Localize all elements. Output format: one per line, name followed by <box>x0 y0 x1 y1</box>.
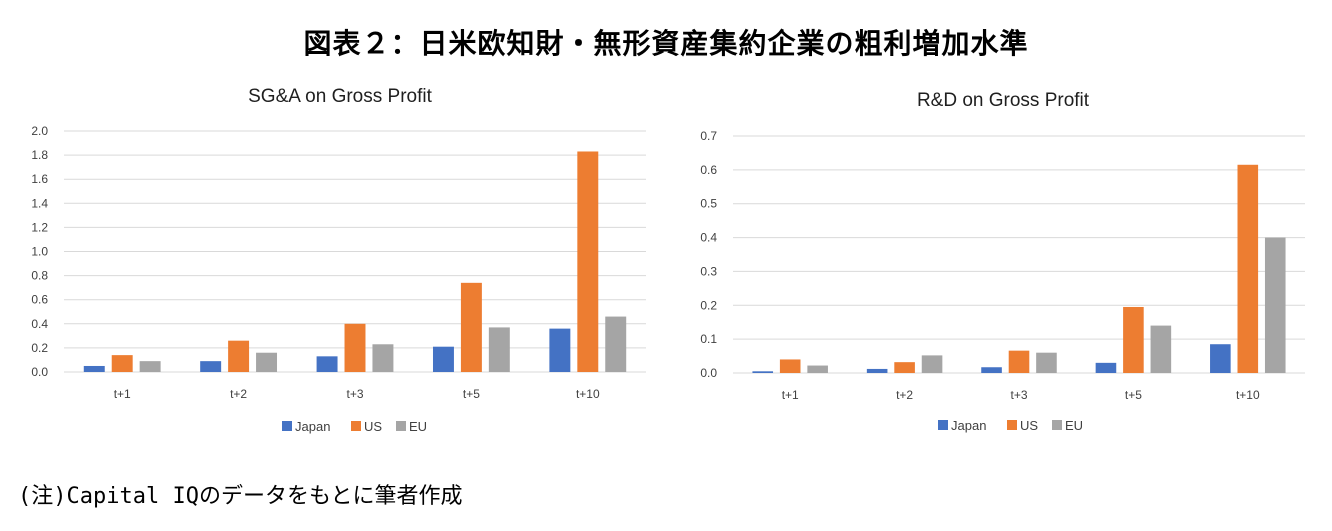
x-tick-label: t+2 <box>230 387 247 401</box>
legend-label-japan: Japan <box>951 418 986 433</box>
y-tick-label: 2.0 <box>31 124 48 138</box>
chart-title: SG&A on Gross Profit <box>248 86 432 107</box>
bar-eu-t+10 <box>1264 237 1286 373</box>
y-tick-label: 1.4 <box>31 196 48 210</box>
bar-us-t+5 <box>1123 306 1144 373</box>
y-tick-label: 0.2 <box>31 341 48 355</box>
y-tick-label: 0.3 <box>700 264 717 278</box>
bar-eu-t+2 <box>921 355 943 373</box>
bar-us-t+3 <box>344 323 366 372</box>
legend-swatch-eu <box>1052 420 1062 430</box>
y-tick-label: 0.0 <box>31 365 48 379</box>
y-tick-label: 0.4 <box>31 317 48 331</box>
x-tick-label: t+2 <box>896 388 913 402</box>
bar-eu-t+2 <box>256 352 278 372</box>
bar-japan-t+10 <box>1210 344 1231 373</box>
y-tick-label: 0.4 <box>700 231 717 245</box>
legend-label-eu: EU <box>409 419 427 434</box>
bar-eu-t+1 <box>807 365 828 373</box>
legend-swatch-japan <box>282 421 292 431</box>
bar-us-t+3 <box>1008 350 1030 373</box>
bar-us-t+5 <box>460 282 482 372</box>
bar-us-t+2 <box>894 362 915 373</box>
bar-japan-t+3 <box>981 367 1002 373</box>
bar-eu-t+5 <box>1150 325 1172 373</box>
source-note: (注)Capital IQのデータをもとに筆者作成 <box>18 484 463 509</box>
figure-title: 図表２：日米欧知財・無形資産集約企業の粗利増加水準 <box>303 27 1029 60</box>
legend-label-japan: Japan <box>295 419 330 434</box>
legend-swatch-us <box>1007 420 1017 430</box>
x-tick-label: t+5 <box>1125 388 1142 402</box>
x-tick-label: t+1 <box>782 388 799 402</box>
bar-japan-t+1 <box>83 365 105 372</box>
x-tick-label: t+1 <box>114 387 131 401</box>
bar-us-t+10 <box>1237 164 1259 373</box>
bar-eu-t+3 <box>1036 352 1057 373</box>
y-tick-label: 1.0 <box>31 245 48 259</box>
bar-japan-t+2 <box>866 368 888 373</box>
y-tick-label: 0.6 <box>31 293 48 307</box>
legend-label-us: US <box>1020 418 1038 433</box>
bar-japan-t+2 <box>200 361 222 372</box>
legend-swatch-us <box>351 421 361 431</box>
bar-eu-t+3 <box>372 344 394 372</box>
x-tick-label: t+5 <box>463 387 480 401</box>
chart-title: R&D on Gross Profit <box>917 90 1090 111</box>
y-tick-label: 0.6 <box>700 163 717 177</box>
y-tick-label: 1.2 <box>31 220 48 234</box>
bar-eu-t+5 <box>488 327 510 372</box>
x-tick-label: t+3 <box>346 387 363 401</box>
y-tick-label: 0.2 <box>700 298 717 312</box>
x-tick-label: t+10 <box>1236 388 1260 402</box>
y-tick-label: 1.6 <box>31 172 48 186</box>
legend-label-us: US <box>364 419 382 434</box>
legend-label-eu: EU <box>1065 418 1083 433</box>
bar-japan-t+1 <box>752 371 774 373</box>
bar-us-t+1 <box>111 355 133 372</box>
y-tick-label: 0.7 <box>700 129 717 143</box>
bar-eu-t+10 <box>605 316 627 372</box>
y-tick-label: 1.8 <box>31 148 48 162</box>
bar-us-t+10 <box>577 151 599 372</box>
legend-swatch-japan <box>938 420 948 430</box>
y-tick-label: 0.8 <box>31 269 48 283</box>
y-tick-label: 0.5 <box>700 197 717 211</box>
x-tick-label: t+10 <box>576 387 600 401</box>
bar-japan-t+10 <box>549 328 571 372</box>
x-tick-label: t+3 <box>1010 388 1027 402</box>
legend-swatch-eu <box>396 421 406 431</box>
bar-japan-t+5 <box>432 346 454 372</box>
bar-japan-t+5 <box>1095 362 1117 373</box>
bar-eu-t+1 <box>139 361 161 372</box>
bar-us-t+2 <box>228 340 250 372</box>
bar-japan-t+3 <box>316 356 338 372</box>
y-tick-label: 0.1 <box>700 332 717 346</box>
y-tick-label: 0.0 <box>700 366 717 380</box>
bar-us-t+1 <box>779 359 801 373</box>
